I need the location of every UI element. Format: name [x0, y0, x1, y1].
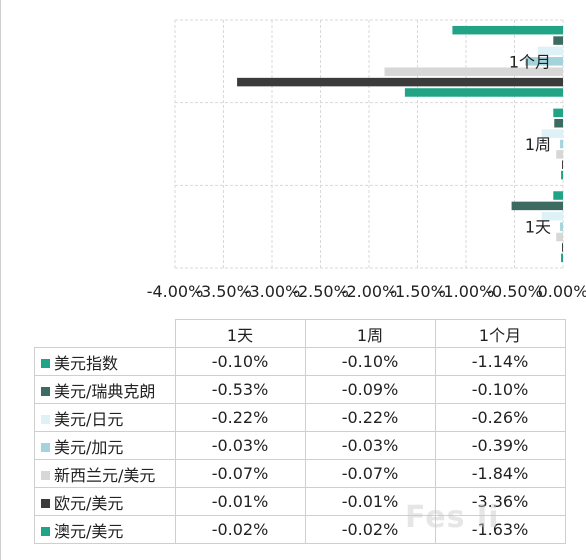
- bar: [525, 57, 563, 66]
- x-tick-label: -2.50%: [292, 282, 349, 301]
- table-row: 美元指数 -0.10% -0.10% -1.14%: [34, 347, 566, 376]
- table-row: 美元/瑞典克朗 -0.53% -0.09% -0.10%: [34, 375, 566, 404]
- value-cell: -0.26%: [434, 403, 566, 432]
- left-border-line: [0, 0, 1, 560]
- value-cell: -0.09%: [304, 375, 436, 404]
- value-cell: -0.10%: [304, 347, 436, 376]
- bar: [556, 232, 563, 242]
- value-cell: -0.22%: [304, 403, 436, 432]
- series-name-cell: 欧元/美元: [34, 487, 176, 516]
- bar: [554, 118, 563, 128]
- series-name: 美元/瑞典克朗: [54, 381, 156, 401]
- column-header-1m: 1个月: [434, 319, 566, 348]
- x-tick-label: -3.00%: [244, 282, 301, 301]
- bar: [556, 150, 563, 159]
- value-cell: -0.02%: [304, 515, 436, 544]
- series-name-cell: 新西兰元/美元: [34, 459, 176, 488]
- bar: [561, 170, 563, 180]
- legend-swatch: [41, 442, 50, 452]
- legend-swatch: [41, 358, 50, 368]
- bar: [404, 88, 563, 97]
- table-row: 美元/加元 -0.03% -0.03% -0.39%: [34, 431, 566, 460]
- value-cell: -0.22%: [174, 403, 306, 432]
- value-cell: -0.01%: [304, 487, 436, 516]
- legend-swatch: [41, 386, 50, 396]
- value-cell: -0.01%: [174, 487, 306, 516]
- column-header-1w: 1周: [304, 319, 436, 348]
- value-cell: -0.53%: [174, 375, 306, 404]
- bar: [553, 108, 563, 118]
- x-tick-label: -1.50%: [389, 282, 446, 301]
- bar: [541, 129, 563, 138]
- bar: [237, 77, 563, 87]
- x-tick-label: -3.50%: [195, 282, 252, 301]
- value-cell: -0.07%: [174, 459, 306, 488]
- series-name: 澳元/美元: [54, 521, 124, 541]
- value-cell: -0.10%: [174, 347, 306, 376]
- series-name: 新西兰元/美元: [54, 465, 156, 485]
- x-tick-label: 0.00%: [538, 282, 586, 301]
- series-name: 美元指数: [54, 353, 119, 373]
- bar: [562, 160, 563, 170]
- watermark-text: Fes li: [405, 500, 500, 535]
- value-cell: -0.10%: [434, 375, 566, 404]
- bar: [553, 191, 563, 200]
- value-cell: -0.39%: [434, 431, 566, 460]
- data-table: 1天 1周 1个月 美元指数 -0.10% -0.10% -1.14% 美元/瑞典克朗 -…: [34, 319, 566, 544]
- table-row: 澳元/美元 -0.02% -0.02% -1.63%: [34, 515, 566, 544]
- value-cell: -0.03%: [304, 431, 436, 460]
- table-header-row: 1天 1周 1个月: [34, 319, 566, 348]
- bar: [452, 25, 563, 35]
- legend-swatch: [41, 526, 50, 536]
- value-cell: -0.02%: [174, 515, 306, 544]
- series-name: 欧元/美元: [54, 493, 124, 513]
- series-name-cell: 澳元/美元: [34, 515, 176, 544]
- bar: [511, 201, 563, 211]
- series-name-cell: 美元指数: [34, 347, 176, 376]
- category-label: 1个月: [509, 52, 551, 71]
- table-row: 新西兰元/美元 -0.07% -0.07% -1.84%: [34, 459, 566, 488]
- series-name: 美元/加元: [54, 437, 124, 457]
- bar-chart: 1天1周1个月-4.00%-3.50%-3.00%-2.50%-2.00%-1.…: [147, 19, 586, 301]
- x-tick-label: -4.00%: [147, 282, 204, 301]
- legend-swatch: [41, 470, 50, 480]
- value-cell: -0.03%: [174, 431, 306, 460]
- value-cell: -1.63%: [434, 515, 566, 544]
- series-name-cell: 美元/瑞典克朗: [34, 375, 176, 404]
- bar: [553, 36, 563, 45]
- value-cell: -1.14%: [434, 347, 566, 376]
- bar: [561, 253, 563, 263]
- legend-swatch: [41, 414, 50, 424]
- x-tick-label: -1.00%: [438, 282, 495, 301]
- series-name-cell: 美元/日元: [34, 403, 176, 432]
- value-cell: -0.07%: [304, 459, 436, 488]
- series-name: 美元/日元: [54, 409, 124, 429]
- category-label: 1周: [525, 135, 551, 154]
- table-row: 欧元/美元 -0.01% -0.01% -3.36%: [34, 487, 566, 516]
- series-name-cell: 美元/加元: [34, 431, 176, 460]
- column-header-1d: 1天: [174, 319, 306, 348]
- value-cell: -1.84%: [434, 459, 566, 488]
- bar: [384, 67, 563, 76]
- table-corner: [34, 319, 176, 348]
- x-tick-label: -0.50%: [486, 282, 543, 301]
- x-tick-label: -2.00%: [341, 282, 398, 301]
- category-label: 1天: [525, 218, 551, 237]
- bar: [537, 46, 563, 56]
- legend-swatch: [41, 498, 50, 508]
- bar: [541, 212, 563, 221]
- bar: [560, 222, 563, 231]
- table-row: 美元/日元 -0.22% -0.22% -0.26%: [34, 403, 566, 432]
- bar: [562, 243, 563, 252]
- bar: [560, 139, 563, 149]
